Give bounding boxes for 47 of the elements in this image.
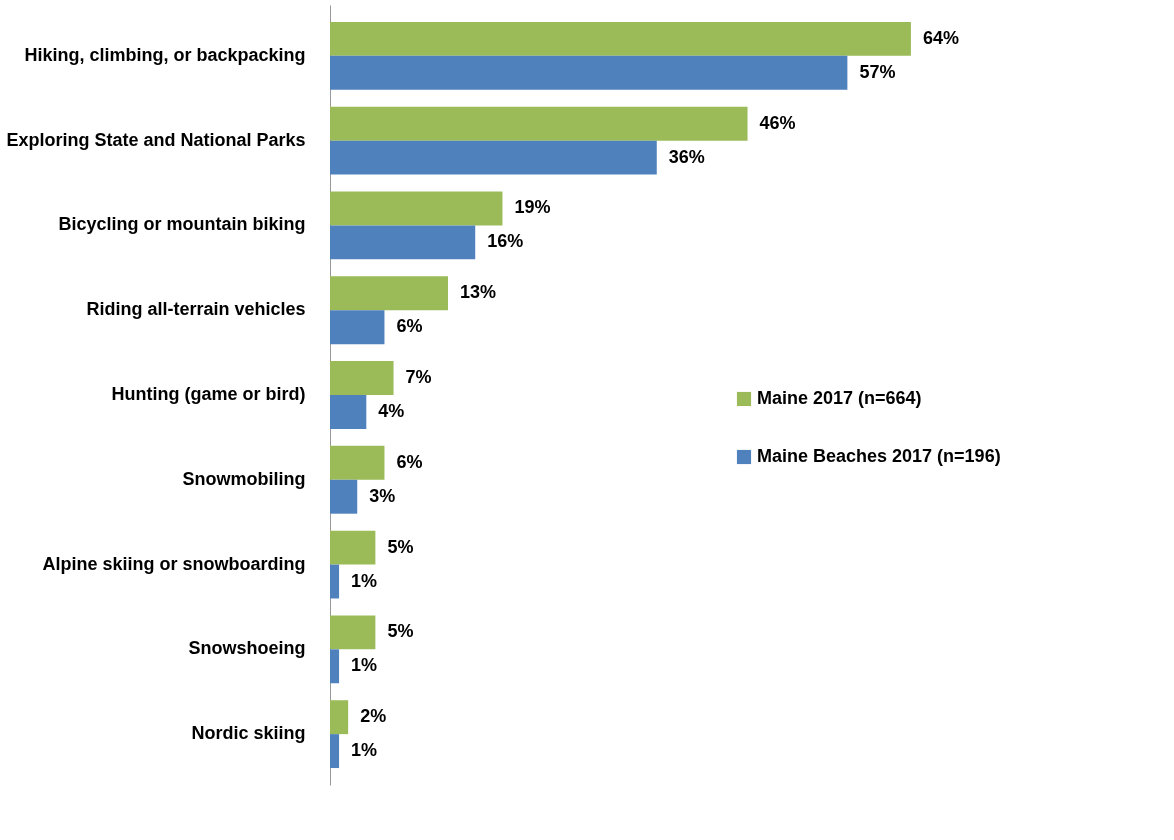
data-label: 1%: [351, 655, 378, 676]
bar: [330, 395, 367, 429]
bar: [330, 276, 448, 311]
data-label: 64%: [922, 27, 959, 48]
data-label: 13%: [460, 282, 497, 303]
data-label: 2%: [360, 706, 387, 727]
y-tick-label: Snowshoeing: [188, 638, 306, 659]
data-label: 5%: [387, 536, 414, 557]
data-label: 4%: [378, 400, 405, 421]
data-label: 5%: [387, 621, 414, 642]
y-tick-label: Riding all-terrain vehicles: [86, 299, 306, 320]
data-label: 46%: [759, 112, 796, 133]
bar: [330, 445, 385, 480]
y-tick-label: Alpine skiing or snowboarding: [42, 553, 306, 574]
data-label: 6%: [396, 316, 423, 337]
data-label: 36%: [668, 146, 705, 167]
data-label: 1%: [351, 740, 378, 761]
bar: [330, 310, 385, 345]
data-label: 57%: [859, 61, 896, 82]
data-label: 7%: [405, 367, 432, 388]
data-label: 3%: [369, 485, 396, 506]
bar: [330, 140, 657, 175]
y-tick-label: Hiking, climbing, or backpacking: [24, 44, 306, 65]
y-tick-label: Bicycling or mountain biking: [58, 214, 306, 235]
bar: [330, 479, 358, 514]
bar: [330, 225, 476, 260]
y-tick-label: Exploring State and National Parks: [6, 129, 306, 150]
bar: [330, 530, 376, 565]
data-label: 6%: [396, 451, 423, 472]
y-tick-label: Nordic skiing: [191, 723, 306, 744]
bar: [330, 55, 848, 90]
bar: [330, 21, 911, 56]
y-tick-label: Snowmobiling: [182, 468, 306, 489]
data-label: 19%: [514, 197, 551, 218]
bar: [330, 564, 340, 599]
legend-label: Maine Beaches 2017 (n=196): [757, 446, 1001, 466]
data-label: 1%: [351, 570, 378, 591]
legend-label: Maine 2017 (n=664): [757, 388, 922, 408]
bar: [330, 649, 340, 684]
bar: [330, 191, 503, 226]
bar: [330, 734, 340, 769]
data-label: 16%: [487, 231, 524, 252]
bar: [330, 361, 394, 395]
bar: [330, 615, 376, 650]
bar: [330, 106, 748, 141]
bar: [330, 700, 349, 735]
y-tick-label: Hunting (game or bird): [111, 384, 306, 404]
